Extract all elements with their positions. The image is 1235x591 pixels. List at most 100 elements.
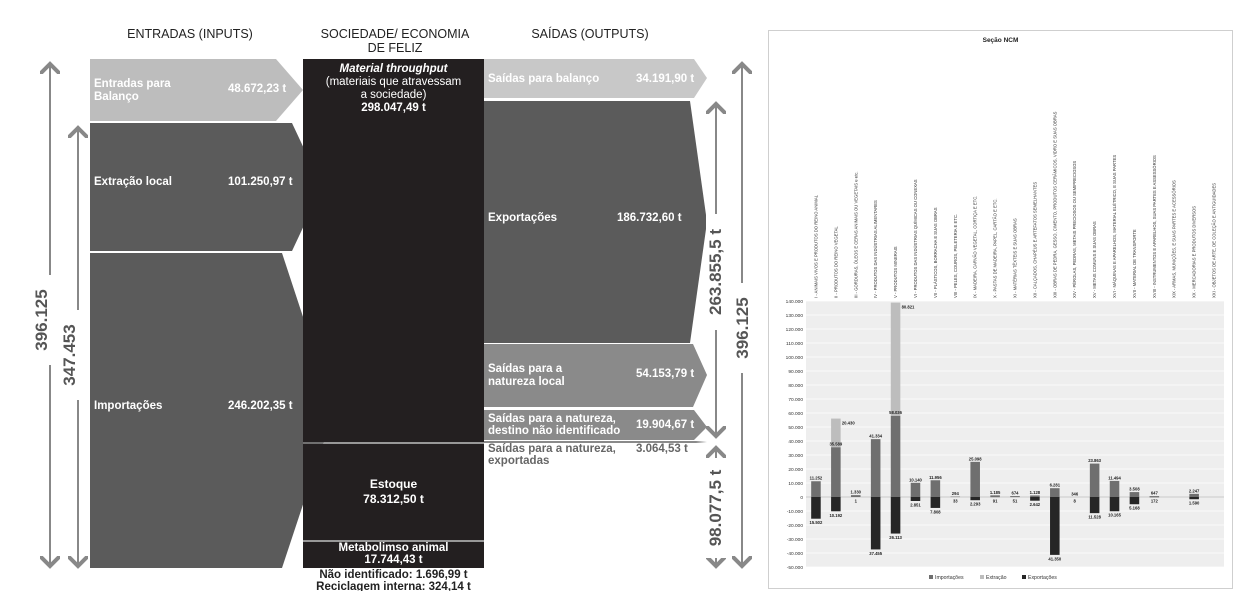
x-category-label: XVIII - INSTRUMENTOS E APARELHOS, SUAS P… (1152, 155, 1157, 298)
bar-label-importacoes: 58.036 (889, 410, 902, 415)
bar-label-exportacoes: 2.293 (970, 502, 981, 507)
bar-label-exportacoes: 2.851 (910, 502, 921, 507)
legend-swatch (929, 575, 933, 579)
output-exports-value: 186.732,60 t (617, 212, 682, 224)
header-society-line2: DE FELIZ (367, 41, 423, 55)
x-category-label: I - ANIMAIS VIVOS E PRODUTOS DO REINO AN… (813, 194, 818, 298)
input-balance-value: 48.672,23 t (228, 83, 287, 95)
y-tick-label: -20.000 (787, 523, 804, 529)
bar-importacoes (970, 461, 980, 497)
bar-label-importacoes: 25.098 (969, 456, 982, 461)
bar-importacoes (1129, 492, 1140, 497)
header-inputs: ENTRADAS (INPUTS) (127, 27, 253, 41)
bar-label-exportacoes: 26.113 (889, 535, 902, 540)
recycling-note: Reciclagem interna: 324,14 t (316, 581, 471, 591)
bar-importacoes (990, 495, 1000, 497)
metabolism-value: 17.744,43 t (364, 553, 423, 566)
bar-exportacoes (811, 497, 821, 519)
x-category-label: VII - PLÁSTICOS, BORRACHA E SUAS OBRAS (933, 207, 938, 298)
input-imports-value: 246.202,35 t (228, 400, 293, 412)
total-right-lower: 98.077,5 t (706, 458, 726, 558)
x-category-label: X - PASTAS DE MADEIRA, PAPEL, CARTÃO E E… (993, 198, 998, 298)
bar-label-importacoes: 1.185 (990, 490, 1001, 495)
stock-text: Estoque 78.312,50 t (303, 477, 484, 507)
bar-exportacoes (910, 497, 921, 501)
x-category-label: XIX - ARMAS, MUNIÇÕES, E SUAS PARTES E A… (1172, 180, 1177, 298)
y-tick-label: 20.000 (788, 467, 803, 473)
input-arrow-imports (90, 253, 334, 568)
legend-swatch (1022, 575, 1026, 579)
bar-importacoes (1010, 496, 1020, 497)
ncm-bar-chart: Seção NCM 140.000 130.000 120.000 110.000 10… (768, 30, 1233, 589)
bar-label-importacoes: 10.140 (909, 477, 922, 482)
y-tick-label: 110.000 (786, 341, 803, 347)
bar-exportacoes (831, 497, 841, 512)
x-category-label: IX - MADEIRA, CARVÃO VEGETAL, CORTIÇA E … (973, 196, 978, 298)
x-category-label: XIII - OBRAS DE PEDRA, GESSO, CIMENTO, P… (1052, 111, 1057, 298)
stock-box (303, 444, 484, 540)
flow-shapes (0, 59, 765, 591)
bar-label-importacoes: 2.247 (1189, 488, 1200, 493)
bar-label-exportacoes: 8 (1074, 499, 1077, 504)
bar-label-extracao: 20.430 (842, 421, 855, 426)
bar-label-importacoes: 346 (1071, 492, 1079, 497)
y-tick-label: -50.000 (787, 565, 804, 571)
bar-label-extracao: 80.821 (902, 305, 915, 310)
bar-importacoes (870, 439, 881, 497)
bar-label-importacoes: 1.128 (1030, 490, 1041, 495)
y-tick-label: 70.000 (788, 397, 803, 403)
input-arrow-balance (90, 59, 303, 121)
bar-label-importacoes: 11.252 (810, 476, 823, 481)
y-tick-label: 40.000 (788, 439, 803, 445)
bar-importacoes (890, 415, 901, 497)
output-arrow-nature-local (484, 344, 707, 407)
bar-label-exportacoes: 37.455 (869, 551, 882, 556)
bar-label-importacoes: 23.863 (1088, 458, 1101, 463)
y-tick-label: 90.000 (788, 369, 803, 375)
bar-exportacoes (890, 497, 901, 534)
throughput-title: Material throughput (339, 63, 448, 75)
y-tick-label: 30.000 (788, 453, 803, 459)
y-tick-label: 80.000 (788, 383, 803, 389)
x-category-label: XX - MERCADORIAS E PRODUTOS DIVERSOS (1192, 206, 1197, 298)
total-right-upper: 263.855,5 t (706, 214, 726, 330)
bar-label-importacoes: 6.281 (1050, 483, 1061, 488)
bar-importacoes (1089, 463, 1100, 497)
throughput-text: Material throughput (materiais que atrav… (303, 63, 484, 115)
output-balance-label: Saídas para balanço (488, 73, 600, 85)
bar-label-importacoes: 1.330 (851, 490, 862, 495)
x-category-label: XIV - PÉROLAS, PEDRAS, METAIS PRECIOSOS … (1072, 161, 1077, 298)
bar-extracao (831, 418, 841, 448)
bar-label-exportacoes: 1.590 (1189, 501, 1200, 506)
bar-label-exportacoes: 5.168 (1129, 506, 1140, 511)
material-flow-diagram: ENTRADAS (INPUTS) SOCIEDADE/ ECONOMIA DE… (0, 27, 765, 591)
input-imports-label: Importações (94, 400, 163, 412)
x-category-label: IV - PRODUTOS DAS INDÚSTRIAS ALIMENTARES (873, 200, 878, 298)
header-outputs: SAÍDAS (OUTPUTS) (531, 27, 649, 41)
bar-exportacoes (870, 497, 881, 550)
unidentified-note: Não identificado: 1.696,99 t (319, 569, 468, 581)
header-society: SOCIEDADE/ ECONOMIA DE FELIZ (300, 27, 490, 55)
bar-label-exportacoes: 91 (993, 499, 998, 504)
bar-importacoes (1030, 495, 1040, 497)
chart-title: Seção NCM (982, 37, 1019, 44)
bar-label-exportacoes: 1 (855, 499, 858, 504)
x-category-label: XXI - OBJETOS DE ARTE, DE COLEÇÃO E ANTI… (1212, 183, 1217, 298)
x-category-label: III - GORDURAS, ÓLEOS E CERAS ANIMAIS OU… (853, 171, 858, 298)
bar-exportacoes (1129, 497, 1140, 505)
throughput-box (303, 59, 484, 442)
output-balance-value: 34.191,90 t (636, 73, 695, 85)
output-nature-local-line1: Saídas para a (488, 363, 563, 375)
bar-exportacoes (1050, 497, 1060, 555)
output-nature-unid-line1: Saídas para a natureza, (488, 413, 616, 425)
total-left-inner: 347.453 (60, 310, 80, 400)
output-arrow-balance (484, 59, 707, 98)
input-balance-label-line2: Balanço (94, 91, 139, 103)
bar-importacoes (1050, 488, 1060, 497)
bottom-notes: Não identificado: 1.696,99 t Reciclagem … (303, 569, 484, 591)
metabolism-text: Metabolimso animal 17.744,43 t (303, 542, 484, 566)
chart-svg: 140.000130.000120.000110.000100.00090.00… (786, 111, 1224, 581)
bar-label-exportacoes: 10.192 (829, 513, 842, 518)
x-category-label: XI - MATÉRIAS TÊXTEIS E SUAS OBRAS (1013, 218, 1018, 298)
x-category-label: XVII - MATERIAL DE TRANSPORTE (1132, 229, 1137, 298)
